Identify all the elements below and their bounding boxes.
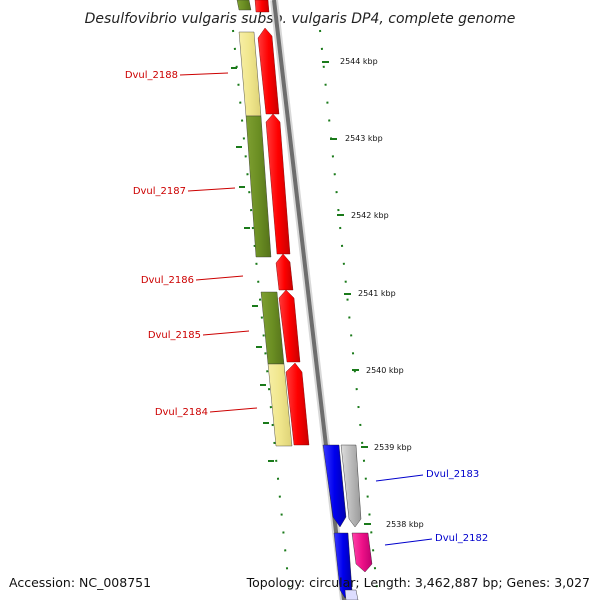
tick-label-2539: 2539 kbp bbox=[374, 443, 412, 452]
forward-cds-track bbox=[254, 0, 310, 446]
cds-arrow bbox=[265, 113, 291, 255]
outer-tick-marks bbox=[231, 67, 274, 462]
feature-ring-outer bbox=[236, 0, 293, 447]
map-title: Desulfovibrio vulgaris subsp. vulgaris D… bbox=[85, 11, 516, 27]
gene-label-dvul-2186[interactable]: Dvul_2186 bbox=[141, 275, 194, 286]
gene-labels: Dvul_2188 Dvul_2187 Dvul_2186 Dvul_2185 … bbox=[125, 70, 488, 544]
tick-label-2540: 2540 kbp bbox=[366, 366, 404, 375]
cds-arrow bbox=[257, 27, 280, 115]
tick-label-2541: 2541 kbp bbox=[358, 289, 396, 298]
gene-label-dvul-2187[interactable]: Dvul_2187 bbox=[133, 186, 186, 197]
gene-label-dvul-2184[interactable]: Dvul_2184 bbox=[155, 407, 208, 418]
cds-arrow bbox=[275, 253, 294, 291]
tick-label-2542: 2542 kbp bbox=[351, 211, 389, 220]
tick-label-2538: 2538 kbp bbox=[386, 520, 424, 529]
tick-label-2544: 2544 kbp bbox=[340, 57, 378, 66]
gene-leader-lines bbox=[179, 72, 433, 546]
kbp-tick-labels: 2544 kbp 2543 kbp 2542 kbp 2541 kbp 2540… bbox=[340, 57, 424, 529]
tick-label-2543: 2543 kbp bbox=[345, 134, 383, 143]
gene-label-dvul-2185[interactable]: Dvul_2185 bbox=[148, 330, 201, 341]
kbp-ticks bbox=[322, 61, 371, 525]
accession-text: Accession: NC_008751 bbox=[9, 575, 151, 590]
gene-arrow bbox=[340, 444, 362, 528]
cds-arrow bbox=[344, 589, 359, 600]
gene-label-dvul-2183[interactable]: Dvul_2183 bbox=[426, 469, 479, 480]
cds-arrow bbox=[285, 362, 310, 446]
gene-label-dvul-2188[interactable]: Dvul_2188 bbox=[125, 70, 178, 81]
gene-label-dvul-2182[interactable]: Dvul_2182 bbox=[435, 533, 488, 544]
cds-arrow bbox=[278, 289, 301, 363]
cds-arrow bbox=[322, 444, 347, 528]
cds-arrow bbox=[351, 532, 373, 573]
genome-summary-text: Topology: circular; Length: 3,462,887 bp… bbox=[246, 575, 590, 590]
cds-arrow bbox=[254, 0, 270, 13]
reverse-cds-track bbox=[322, 444, 373, 600]
